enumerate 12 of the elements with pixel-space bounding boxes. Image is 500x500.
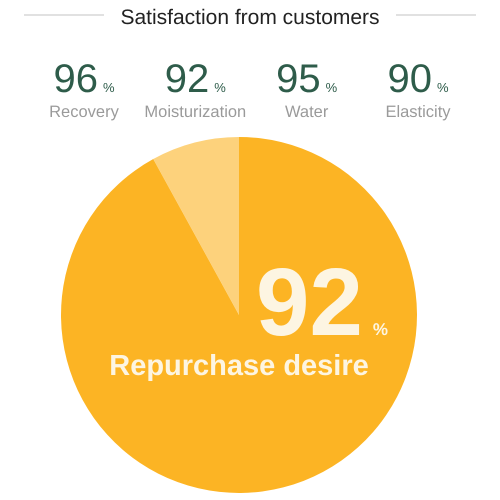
category-label: Moisturization [144, 103, 246, 121]
category-label: Recovery [49, 103, 120, 121]
data-label: 96% [53, 57, 115, 101]
text: Satisfaction from customers [120, 6, 380, 29]
pie-slice [61, 137, 417, 493]
category-label: Elasticity [385, 103, 452, 121]
category-label: Water [284, 103, 329, 121]
slice-label: Repurchase desire [109, 350, 369, 382]
data-label: 92% [164, 57, 226, 101]
pie-slice [153, 137, 239, 315]
data-label: 95% [276, 57, 338, 101]
data-label: 90% [387, 57, 449, 101]
